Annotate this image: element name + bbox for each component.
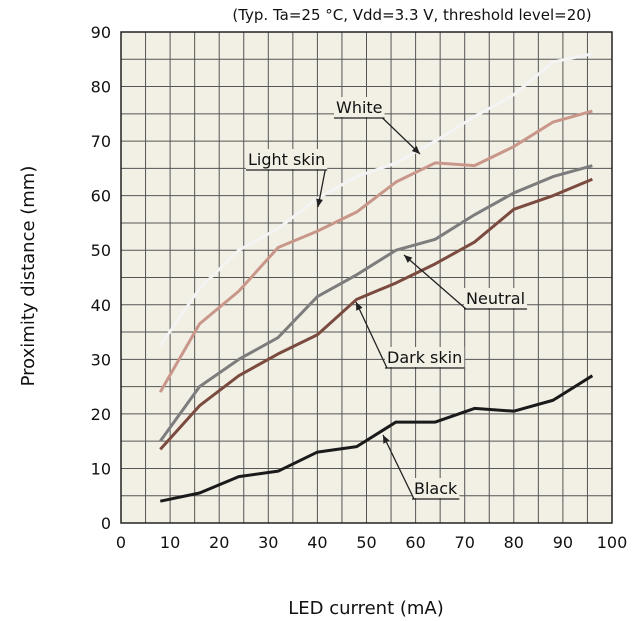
series-line-dark-skin <box>159 177 593 451</box>
x-tick-label: 100 <box>597 533 628 552</box>
annotation-neutral: Neutral <box>403 254 528 310</box>
x-tick-labels: 0 10 20 30 40 50 60 70 80 90 100 <box>116 533 627 552</box>
annotation-dark-skin: Dark skin <box>355 301 465 369</box>
annotation-black: Black <box>382 434 460 500</box>
y-axis-title: Proximity distance (mm) <box>18 166 39 387</box>
svg-text:Dark skin: Dark skin <box>387 348 462 367</box>
svg-text:Neutral: Neutral <box>466 289 525 308</box>
x-tick-label: 60 <box>405 533 425 552</box>
x-axis-title: LED current (mA) <box>288 598 444 619</box>
x-tick-label: 70 <box>455 533 475 552</box>
series-line-black <box>159 374 594 503</box>
plot-frame <box>120 31 613 524</box>
annotation-white: White <box>334 97 421 155</box>
series-annotations: White Light skin Neutral Dark skin Black <box>246 97 528 500</box>
series-line-white <box>159 52 593 347</box>
x-tick-label: 50 <box>356 533 376 552</box>
y-tick-labels: 0 10 20 30 40 50 60 70 80 90 <box>91 23 111 533</box>
series-lines <box>158 52 594 503</box>
y-tick-label: 70 <box>91 132 111 151</box>
svg-text:Black: Black <box>414 479 458 498</box>
y-tick-label: 50 <box>91 241 111 260</box>
x-tick-label: 10 <box>160 533 180 552</box>
y-tick-label: 90 <box>91 23 111 42</box>
x-tick-label: 90 <box>553 533 573 552</box>
y-tick-label: 10 <box>91 459 111 478</box>
x-tick-label: 20 <box>209 533 229 552</box>
y-tick-label: 80 <box>91 78 111 97</box>
series-line-neutral <box>159 164 593 443</box>
x-tick-label: 0 <box>116 533 126 552</box>
y-tick-label: 60 <box>91 187 111 206</box>
annotation-light-skin: Light skin <box>246 149 328 208</box>
svg-text:White: White <box>336 98 383 117</box>
y-tick-label: 30 <box>91 350 111 369</box>
y-tick-label: 20 <box>91 405 111 424</box>
x-tick-label: 80 <box>504 533 524 552</box>
y-tick-label: 0 <box>101 514 111 533</box>
x-tick-label: 30 <box>258 533 278 552</box>
svg-text:Light skin: Light skin <box>248 150 325 169</box>
x-tick-label: 40 <box>307 533 327 552</box>
y-tick-label: 40 <box>91 296 111 315</box>
chart-subtitle: (Typ. Ta=25 °C, Vdd=3.3 V, threshold lev… <box>232 6 591 24</box>
series-line-light-skin <box>158 109 593 393</box>
